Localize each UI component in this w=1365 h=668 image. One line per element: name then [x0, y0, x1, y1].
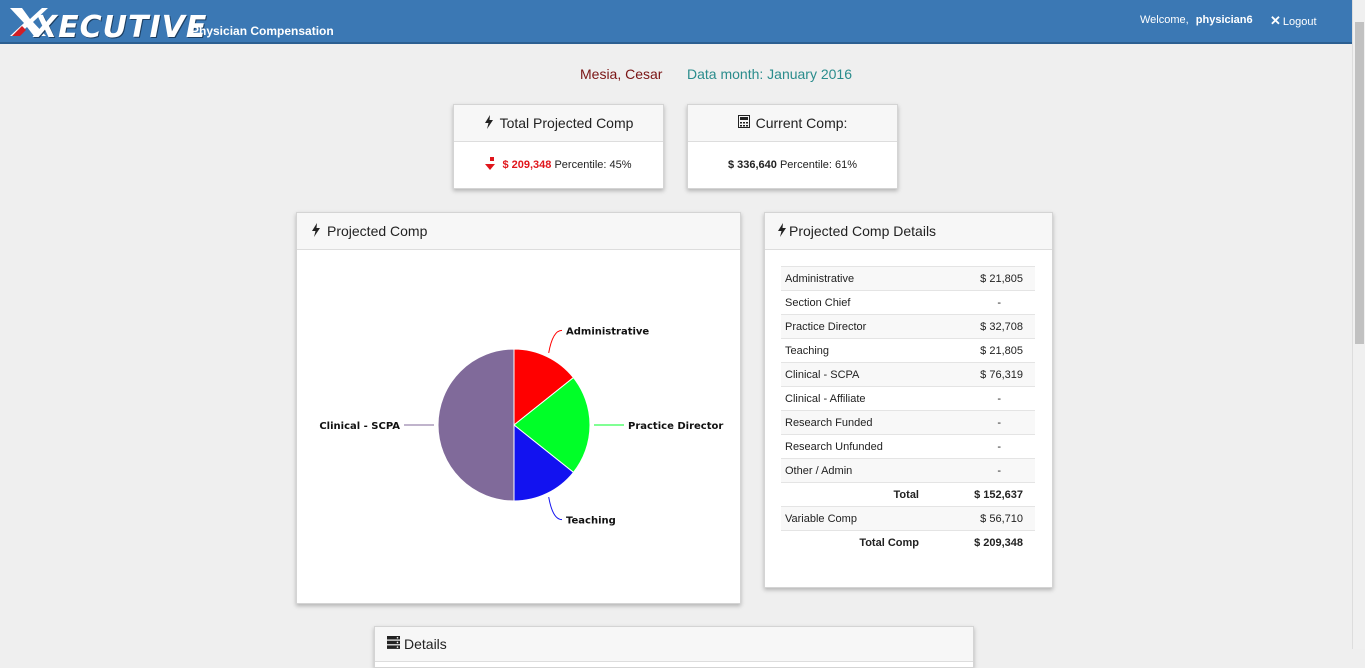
data-month: Data month: January 2016	[687, 66, 852, 82]
row-value: -	[927, 458, 1035, 483]
row-value: -	[927, 410, 1035, 435]
row-label: Section Chief	[781, 290, 927, 315]
row-value: $ 209,348	[927, 530, 1035, 554]
projected-comp-chart-card: Projected Comp Administrative Practice Di…	[296, 212, 741, 604]
table-row: Research Funded -	[781, 410, 1035, 435]
server-icon	[387, 636, 400, 652]
row-label: Research Unfunded	[781, 434, 927, 459]
page-scrollbar[interactable]	[1352, 0, 1365, 649]
table-row: Clinical - SCPA $ 76,319	[781, 362, 1035, 387]
pie-label: Clinical - SCPA	[319, 421, 400, 432]
close-icon: ✕	[1270, 13, 1281, 28]
row-value: $ 56,710	[927, 506, 1035, 531]
row-value: $ 76,319	[927, 362, 1035, 387]
physician-name: Mesia, Cesar	[580, 66, 663, 82]
pie-label: Practice Director	[628, 421, 723, 432]
scrollbar-thumb[interactable]	[1355, 22, 1364, 344]
welcome-label: Welcome,	[1140, 14, 1189, 26]
current-percentile: Percentile: 61%	[779, 159, 858, 171]
table-row: Other / Admin -	[781, 458, 1035, 483]
projected-amount: $ 209,348	[502, 159, 552, 171]
card-body: $ 336,640 Percentile: 61%	[688, 142, 897, 188]
row-label: Clinical - SCPA	[781, 362, 927, 387]
card-title: Details	[404, 636, 447, 652]
total-projected-comp-card: Total Projected Comp $ 209,348 Percentil…	[453, 104, 664, 189]
current-comp-card: Current Comp: $ 336,640 Percentile: 61%	[687, 104, 898, 189]
username: physician6	[1195, 14, 1253, 26]
row-label: Total Comp	[781, 530, 927, 554]
pie-slice-administrative[interactable]	[513, 348, 575, 427]
row-value: $ 152,637	[927, 482, 1035, 507]
table-row: Teaching $ 21,805	[781, 338, 1035, 363]
card-header: Details	[375, 627, 973, 662]
grand-total-row: Total Comp $ 209,348	[781, 530, 1035, 554]
calculator-icon	[737, 115, 750, 131]
table-row: Research Unfunded -	[781, 434, 1035, 459]
row-label: Administrative	[781, 266, 927, 291]
app-subtitle: Physician Compensation	[191, 24, 334, 38]
table-row: Administrative $ 21,805	[781, 266, 1035, 291]
row-label: Total	[781, 482, 927, 507]
row-label: Teaching	[781, 338, 927, 363]
pie-connector	[548, 496, 563, 521]
row-value: $ 21,805	[927, 338, 1035, 363]
bolt-icon	[484, 114, 494, 132]
pie-label: Teaching	[566, 516, 616, 527]
logout-button[interactable]: ✕ Logout	[1270, 13, 1317, 29]
projected-comp-pie-chart: Administrative Practice Director Teaching C…	[319, 326, 723, 527]
bolt-icon	[311, 222, 321, 240]
projected-comp-details-card: Projected Comp Details Administrative $ 2…	[764, 212, 1053, 588]
card-header: Projected Comp	[297, 213, 740, 250]
comp-details-table: Administrative $ 21,805 Section Chief - Prac…	[781, 266, 1035, 554]
current-amount: $ 336,640	[727, 159, 777, 171]
row-label: Variable Comp	[781, 506, 927, 531]
card-header: Projected Comp Details	[765, 213, 1052, 250]
row-label: Research Funded	[781, 410, 927, 435]
card-header: Current Comp:	[688, 105, 897, 142]
top-navbar: XECUTIVE Physician Compensation Welcome,…	[0, 0, 1352, 45]
bolt-icon	[777, 222, 787, 240]
pie-slice-teaching[interactable]	[513, 423, 575, 502]
row-label: Other / Admin	[781, 458, 927, 483]
card-header: Total Projected Comp	[454, 105, 663, 142]
logout-label: Logout	[1282, 16, 1317, 28]
row-value: -	[927, 434, 1035, 459]
card-title: Projected Comp	[327, 223, 428, 239]
row-value: -	[927, 386, 1035, 411]
logo-x-mark	[10, 8, 48, 36]
details-card: Details	[374, 626, 974, 668]
pie-connector	[548, 329, 563, 354]
table-row: Section Chief -	[781, 290, 1035, 315]
projected-percentile: Percentile: 45%	[554, 159, 632, 171]
row-value: $ 32,708	[927, 314, 1035, 339]
logo-text: XECUTIVE	[34, 10, 208, 45]
welcome-text: Welcome, physician6	[1140, 14, 1253, 26]
card-title: Current Comp:	[755, 115, 848, 131]
row-label: Practice Director	[781, 314, 927, 339]
row-value: $ 21,805	[927, 266, 1035, 291]
pie-slice-clinical-scpa[interactable]	[437, 348, 515, 502]
pie-slice-practice-director[interactable]	[513, 376, 591, 474]
total-row: Total $ 152,637	[781, 482, 1035, 507]
table-row: Clinical - Affiliate -	[781, 386, 1035, 411]
row-label: Clinical - Affiliate	[781, 386, 927, 411]
row-value: -	[927, 290, 1035, 315]
card-title: Projected Comp Details	[789, 223, 937, 239]
pie-label: Administrative	[566, 326, 649, 337]
arrow-down-icon	[485, 157, 498, 173]
card-title: Total Projected Comp	[499, 115, 634, 131]
card-body: $ 209,348 Percentile: 45%	[454, 142, 663, 188]
variable-comp-row: Variable Comp $ 56,710	[781, 506, 1035, 531]
table-row: Practice Director $ 32,708	[781, 314, 1035, 339]
